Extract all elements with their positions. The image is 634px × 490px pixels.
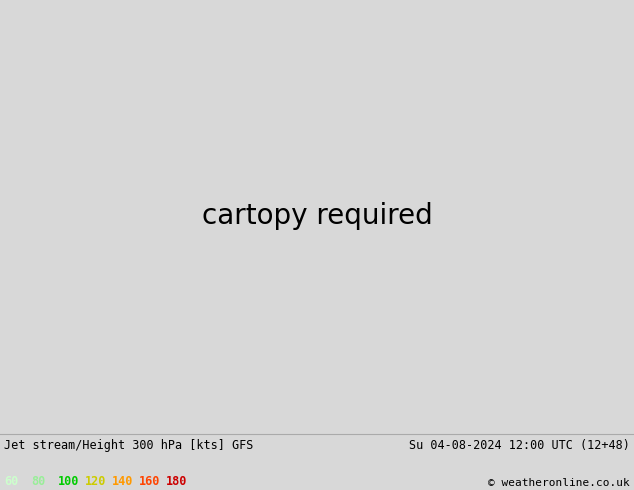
Text: 120: 120 xyxy=(85,475,107,488)
Text: 180: 180 xyxy=(166,475,188,488)
Text: 100: 100 xyxy=(58,475,79,488)
Text: 160: 160 xyxy=(139,475,160,488)
Text: Jet stream/Height 300 hPa [kts] GFS: Jet stream/Height 300 hPa [kts] GFS xyxy=(4,440,254,452)
Text: © weatheronline.co.uk: © weatheronline.co.uk xyxy=(488,478,630,488)
Text: Su 04-08-2024 12:00 UTC (12+48): Su 04-08-2024 12:00 UTC (12+48) xyxy=(409,440,630,452)
Text: 60: 60 xyxy=(4,475,18,488)
Text: cartopy required: cartopy required xyxy=(202,201,432,230)
Text: 140: 140 xyxy=(112,475,133,488)
Text: 80: 80 xyxy=(31,475,45,488)
